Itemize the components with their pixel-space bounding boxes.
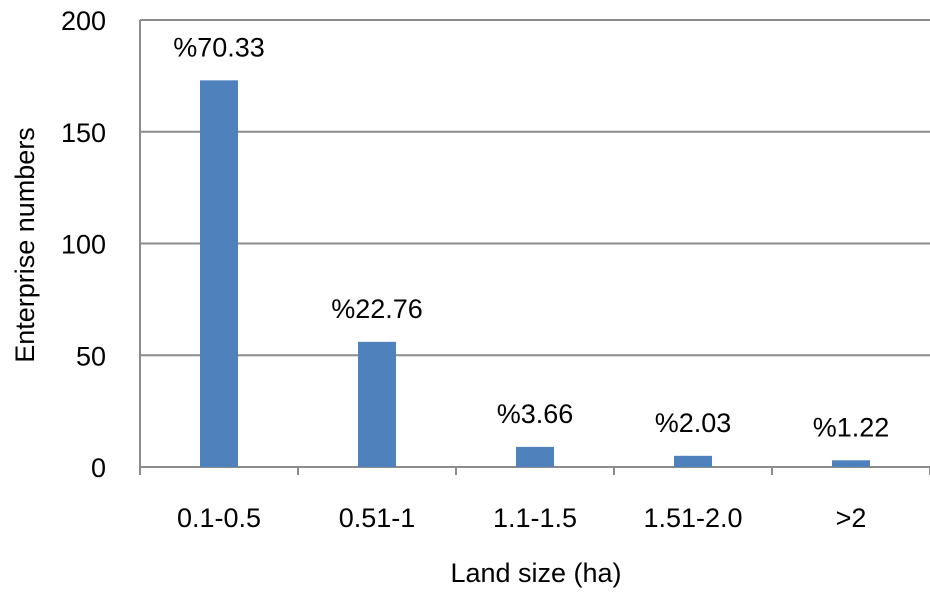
x-axis-title: Land size (ha) <box>450 558 621 588</box>
data-label: %1.22 <box>813 412 890 442</box>
data-label: %22.76 <box>331 294 423 324</box>
bar <box>674 455 712 467</box>
bar <box>200 80 238 467</box>
data-labels: %70.33 %22.76 %3.66 %2.03 %1.22 <box>173 32 889 442</box>
x-tick-label: 1.51-2.0 <box>643 503 742 533</box>
y-tick-label: 100 <box>61 230 106 260</box>
data-label: %2.03 <box>655 408 732 438</box>
bars <box>200 80 870 467</box>
bar <box>358 341 396 467</box>
data-label: %3.66 <box>497 399 574 429</box>
x-tick-label: 0.51-1 <box>339 503 416 533</box>
y-tick-label: 0 <box>91 453 106 483</box>
y-tick-label: 50 <box>76 341 106 371</box>
bar <box>516 446 554 467</box>
gridlines <box>139 19 930 475</box>
x-axis-ticks: 0.1-0.5 0.51-1 1.1-1.5 1.51-2.0 >2 <box>177 503 866 533</box>
data-label: %70.33 <box>173 32 265 62</box>
x-tick-label: >2 <box>836 503 867 533</box>
x-tick-label: 0.1-0.5 <box>177 503 261 533</box>
x-tick-label: 1.1-1.5 <box>493 503 577 533</box>
y-axis-ticks: 0 50 100 150 200 <box>61 6 106 483</box>
y-axis-title: Enterprise numbers <box>10 127 40 363</box>
bar <box>832 460 870 467</box>
y-tick-label: 200 <box>61 6 106 36</box>
y-tick-label: 150 <box>61 118 106 148</box>
